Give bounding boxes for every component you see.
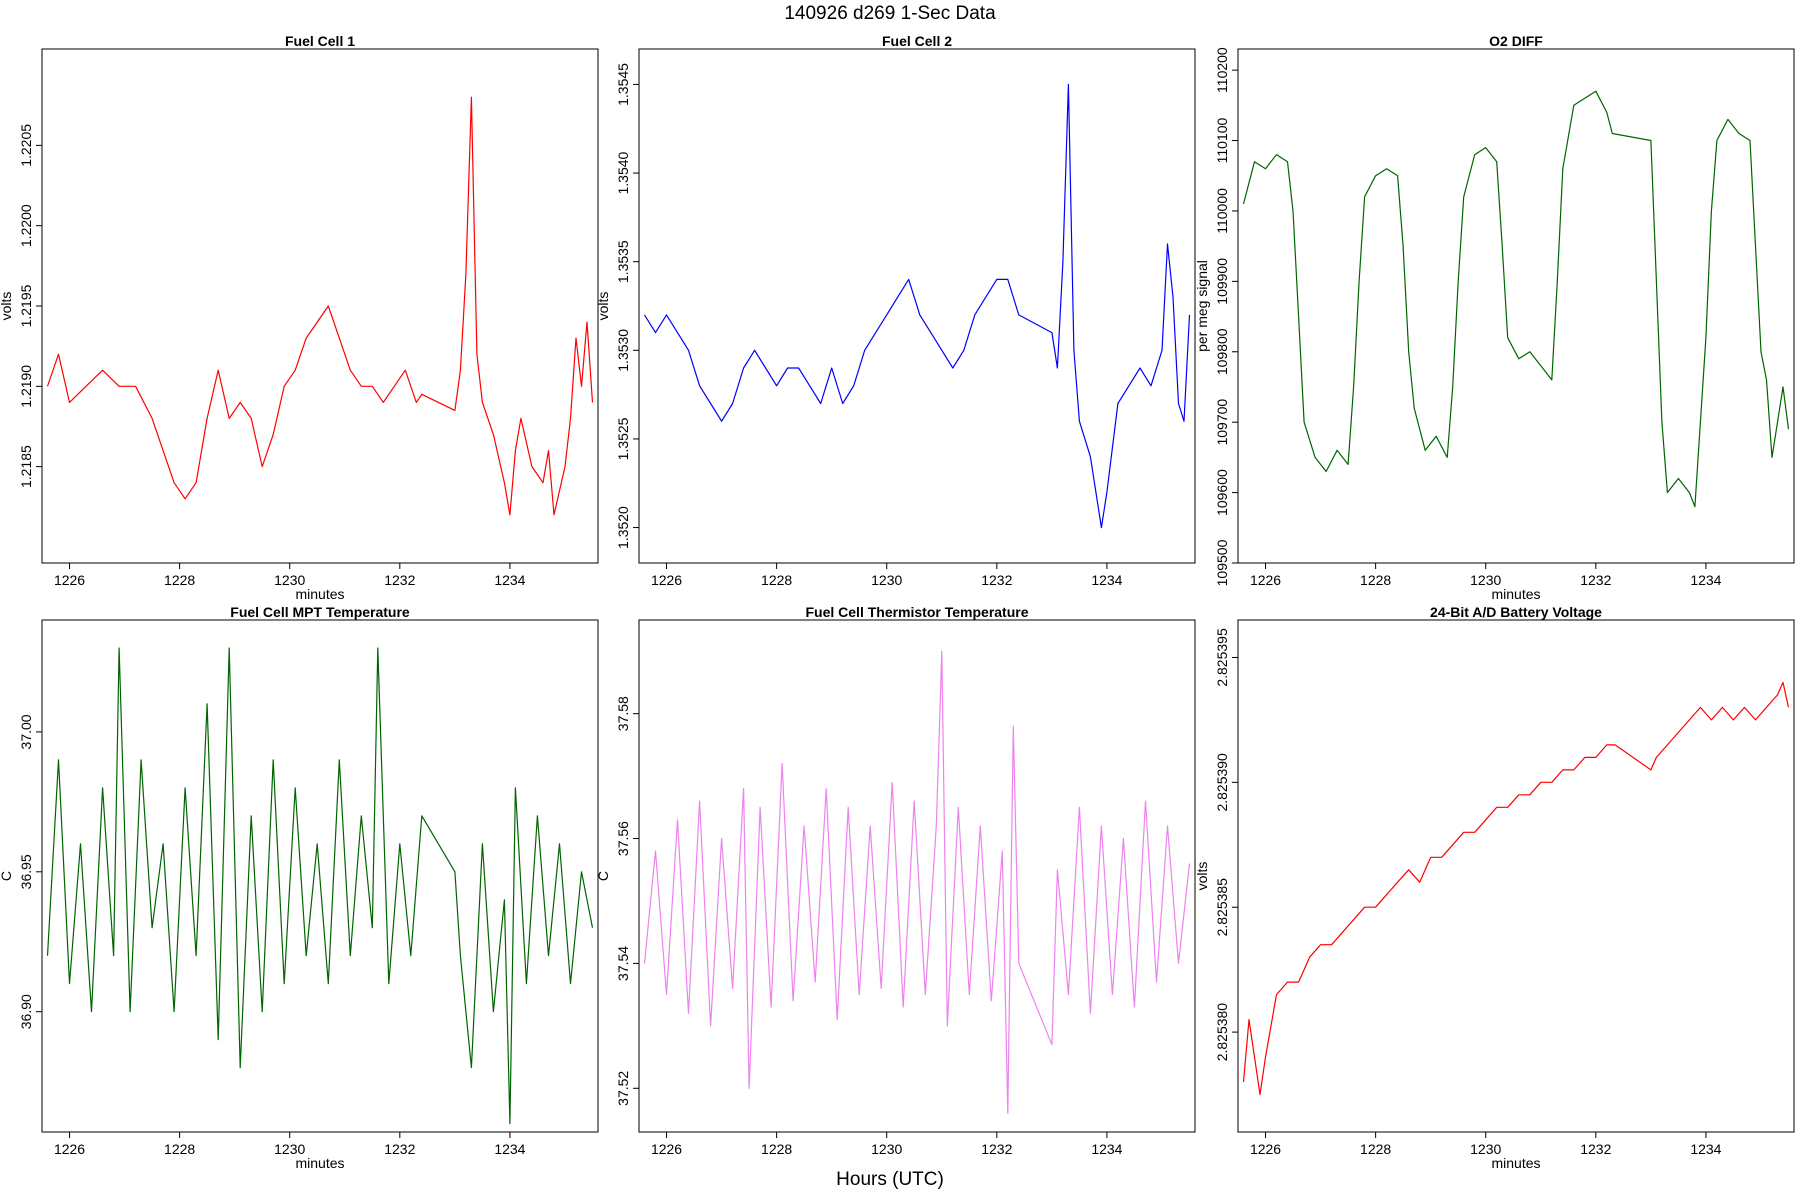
x-tick-label: 1232 — [981, 1141, 1012, 1157]
y-tick-label: 109800 — [1214, 328, 1230, 375]
y-tick-label: 37.52 — [615, 1071, 631, 1106]
y-tick-label: 36.95 — [18, 854, 34, 889]
series-line — [46, 647, 594, 1125]
chart-title: Fuel Cell Thermistor Temperature — [805, 604, 1028, 620]
y-tick-label: 36.90 — [18, 994, 34, 1029]
y-tick-label: 110200 — [1214, 47, 1230, 93]
chart-title: O2 DIFF — [1489, 33, 1543, 49]
y-tick-label: 1.3530 — [615, 329, 631, 372]
y-tick-label: 109600 — [1214, 469, 1230, 516]
x-tick-label: 1232 — [384, 572, 415, 588]
x-tick-label: 1234 — [494, 572, 525, 588]
y-tick-label: 1.2190 — [18, 365, 34, 408]
x-tick-label: 1232 — [981, 572, 1012, 588]
x-tick-label: 1226 — [651, 1141, 682, 1157]
y-tick-label: 109900 — [1214, 258, 1230, 305]
plot-frame — [41, 48, 599, 564]
y-axis-label: per meg signal — [1194, 260, 1210, 352]
plot-frame — [638, 619, 1196, 1133]
y-tick-label: 1.3545 — [615, 63, 631, 106]
x-tick-label: 1226 — [1250, 1141, 1281, 1157]
y-tick-label: 37.56 — [615, 821, 631, 856]
y-tick-label: 109500 — [1214, 539, 1230, 586]
y-tick-label: 37.58 — [615, 696, 631, 731]
series-line — [1242, 90, 1790, 508]
y-tick-label: 1.3520 — [615, 506, 631, 549]
x-tick-label: 1228 — [1360, 1141, 1391, 1157]
y-tick-label: 110100 — [1214, 117, 1230, 163]
figure-title: 140926 d269 1-Sec Data — [784, 3, 996, 24]
y-axis-label: volts — [595, 292, 611, 321]
x-tick-label: 1226 — [651, 572, 682, 588]
chart-panel-1: Fuel Cell 1 1226 1228 1230 1232 1234 1.2185 1.2… — [0, 33, 599, 602]
y-tick-label: 2.825385 — [1214, 878, 1230, 937]
chart-title: Fuel Cell MPT Temperature — [230, 604, 410, 620]
x-tick-label: 1234 — [1690, 572, 1721, 588]
y-tick-label: 37.54 — [615, 946, 631, 981]
x-tick-label: 1230 — [871, 572, 902, 588]
x-tick-label: 1228 — [1360, 572, 1391, 588]
y-tick-label: 37.00 — [18, 714, 34, 749]
y-tick-label: 1.3525 — [615, 417, 631, 460]
x-tick-label: 1232 — [1580, 1141, 1611, 1157]
y-tick-label: 2.825390 — [1214, 753, 1230, 812]
x-axis-label: minutes — [295, 586, 344, 602]
figure-bottom-label: Hours (UTC) — [836, 1169, 944, 1190]
x-tick-label: 1226 — [1250, 572, 1281, 588]
y-tick-label: 1.2205 — [18, 124, 34, 167]
series-line — [643, 650, 1191, 1114]
x-tick-label: 1228 — [761, 572, 792, 588]
chart-panel-3: O2 DIFF 1226 1228 1230 1232 1234 109500 109600 1… — [1194, 33, 1795, 602]
x-tick-label: 1228 — [164, 572, 195, 588]
plot-frame — [41, 619, 599, 1133]
chart-panel-4: Fuel Cell MPT Temperature 1226 1228 1230 123… — [0, 604, 599, 1171]
y-tick-label: 2.825380 — [1214, 1003, 1230, 1062]
y-axis-label: volts — [0, 292, 14, 321]
x-tick-label: 1234 — [1690, 1141, 1721, 1157]
y-tick-label: 1.2195 — [18, 284, 34, 327]
y-axis-label: C — [595, 871, 611, 881]
chart-title: Fuel Cell 1 — [285, 33, 355, 49]
x-tick-label: 1230 — [871, 1141, 902, 1157]
y-tick-label: 1.2200 — [18, 204, 34, 247]
chart-panel-5: Fuel Cell Thermistor Temperature 1226 1228… — [595, 604, 1196, 1157]
x-tick-label: 1230 — [1470, 1141, 1501, 1157]
panels: Fuel Cell 1 1226 1228 1230 1232 1234 1.2185 1.2… — [0, 33, 1795, 1171]
y-axis-label: volts — [1194, 862, 1210, 891]
x-axis-label: minutes — [1491, 1155, 1540, 1171]
x-tick-label: 1234 — [1091, 572, 1122, 588]
x-tick-label: 1234 — [1091, 1141, 1122, 1157]
x-tick-label: 1230 — [274, 572, 305, 588]
x-tick-label: 1226 — [54, 572, 85, 588]
y-axis-label: C — [0, 871, 14, 881]
y-tick-label: 110000 — [1214, 188, 1230, 234]
series-line — [46, 96, 594, 516]
chart-title: Fuel Cell 2 — [882, 33, 952, 49]
chart-panel-2: Fuel Cell 2 1226 1228 1230 1232 1234 1.3520 1.3… — [595, 33, 1196, 588]
chart-title: 24-Bit A/D Battery Voltage — [1430, 604, 1602, 620]
plot-frame — [1237, 619, 1795, 1133]
x-tick-label: 1230 — [274, 1141, 305, 1157]
x-tick-label: 1232 — [384, 1141, 415, 1157]
series-line — [643, 83, 1191, 529]
x-tick-label: 1230 — [1470, 572, 1501, 588]
series-line — [1242, 681, 1790, 1096]
y-tick-label: 1.3540 — [615, 151, 631, 194]
x-tick-label: 1232 — [1580, 572, 1611, 588]
chart-panel-6: 24-Bit A/D Battery Voltage 1226 1228 1230 12… — [1194, 604, 1795, 1171]
plot-frame — [638, 48, 1196, 564]
x-tick-label: 1228 — [761, 1141, 792, 1157]
plot-frame — [1237, 48, 1795, 564]
y-tick-label: 1.3535 — [615, 240, 631, 283]
x-axis-label: minutes — [1491, 586, 1540, 602]
y-tick-label: 2.825395 — [1214, 628, 1230, 687]
y-tick-label: 109700 — [1214, 399, 1230, 446]
x-tick-label: 1226 — [54, 1141, 85, 1157]
y-tick-label: 1.2185 — [18, 445, 34, 488]
x-axis-label: minutes — [295, 1155, 344, 1171]
x-tick-label: 1234 — [494, 1141, 525, 1157]
x-tick-label: 1228 — [164, 1141, 195, 1157]
